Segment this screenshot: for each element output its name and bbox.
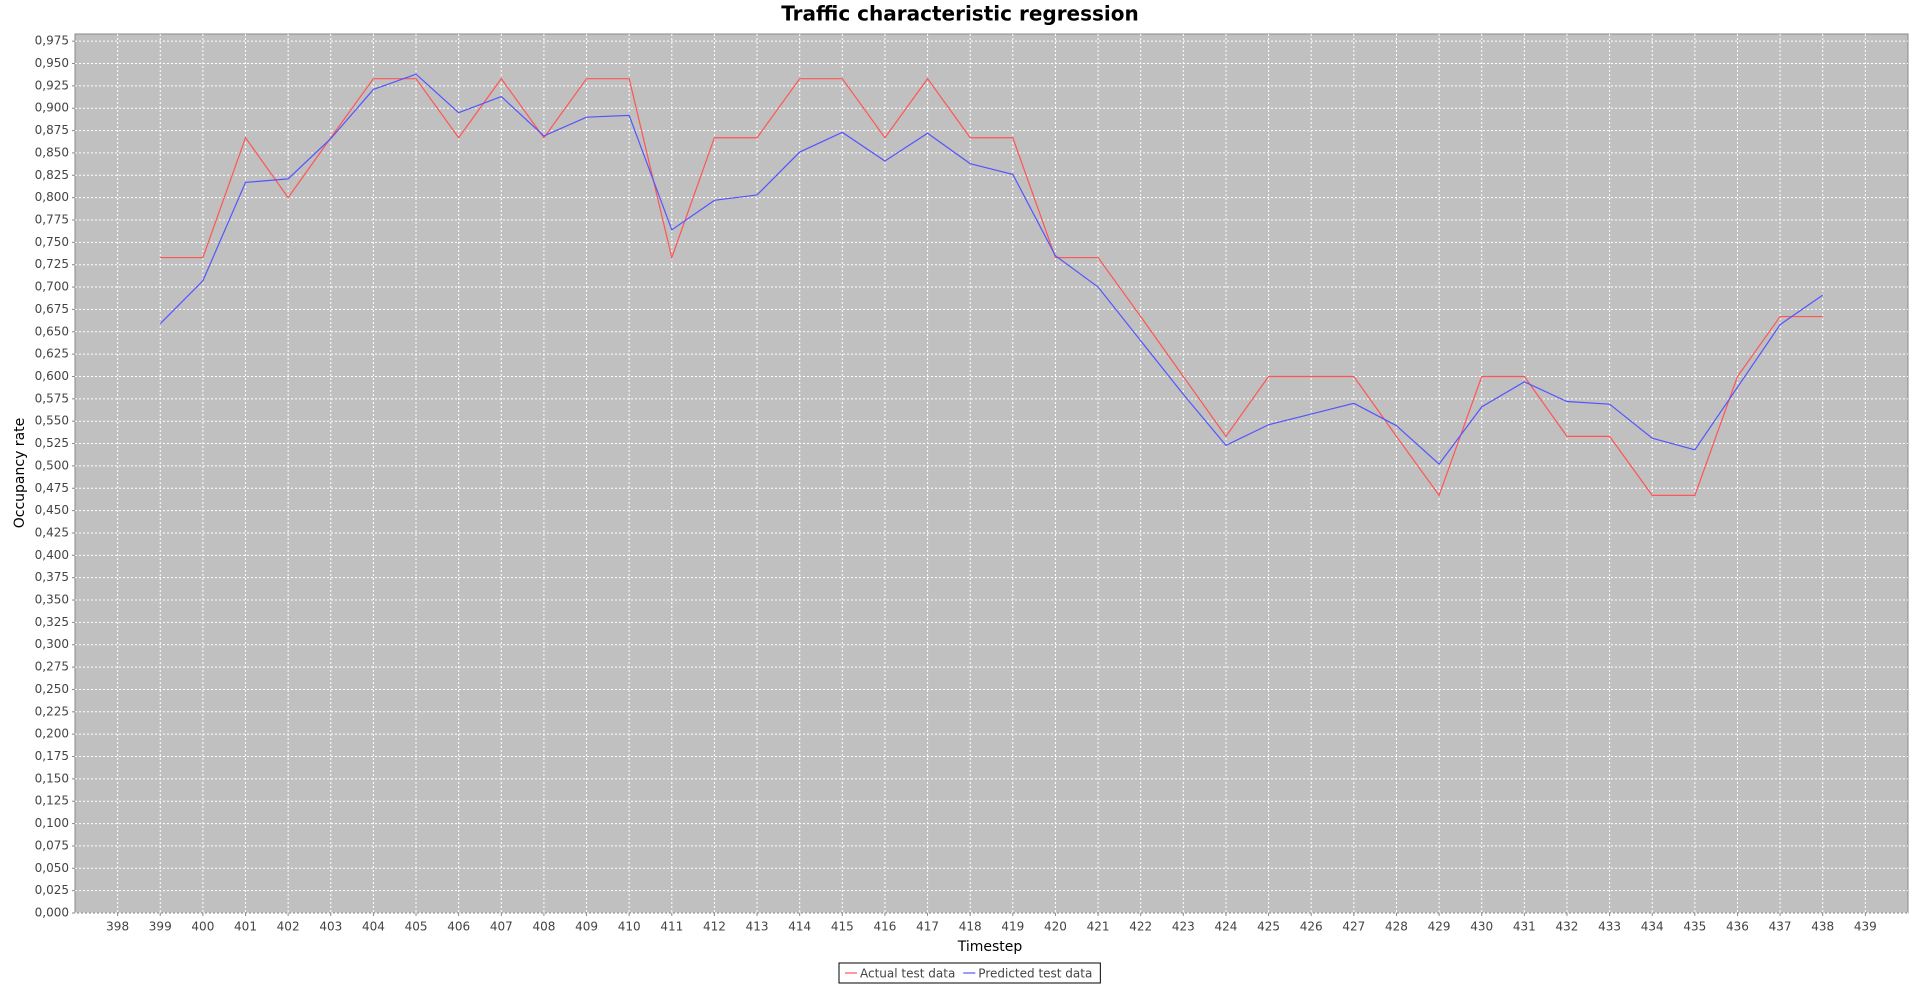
x-tick-label: 411 [660,920,683,934]
x-tick-label: 415 [831,920,854,934]
y-tick-label: 0,875 [35,123,69,137]
y-axis-label: Occupancy rate [12,418,28,529]
y-tick-label: 0,150 [35,771,69,785]
y-tick-label: 0,625 [35,347,69,361]
y-tick-label: 0,350 [35,593,69,607]
x-tick-label: 439 [1854,920,1877,934]
x-tick-label: 405 [405,920,428,934]
data-line [160,77,1823,497]
y-tick-label: 0,100 [35,816,69,830]
y-tick-label: 0,600 [35,369,69,383]
y-tick-label: 0,175 [35,749,69,763]
y-tick-label: 0,900 [35,101,69,115]
y-tick-label: 0,200 [35,727,69,741]
x-tick-label: 401 [234,920,257,934]
x-tick-label: 418 [959,920,982,934]
x-tick-label: 435 [1683,920,1706,934]
x-tick-label: 417 [916,920,939,934]
x-tick-label: 427 [1342,920,1365,934]
x-tick-label: 436 [1726,920,1749,934]
x-tick-label: 403 [319,920,342,934]
x-tick-label: 437 [1769,920,1792,934]
y-tick-label: 0,000 [35,906,69,920]
y-tick-label: 0,075 [35,838,69,852]
y-tick-label: 0,050 [35,861,69,875]
x-tick-label: 410 [618,920,641,934]
x-tick-label: 400 [191,920,214,934]
x-tick-label: 425 [1257,920,1280,934]
y-tick-label: 0,425 [35,525,69,539]
x-tick-label: 413 [746,920,769,934]
y-tick-label: 0,925 [35,78,69,92]
y-tick-label: 0,400 [35,548,69,562]
x-tick-label: 407 [490,920,513,934]
y-tick-label: 0,275 [35,660,69,674]
x-tick-label: 406 [447,920,470,934]
y-tick-label: 0,825 [35,168,69,182]
x-tick-label: 429 [1428,920,1451,934]
x-tick-label: 426 [1300,920,1323,934]
x-axis-label: Timestep [957,939,1023,955]
y-tick-label: 0,850 [35,145,69,159]
plot-area [74,33,1909,914]
y-tick-label: 0,650 [35,324,69,338]
y-tick-label: 0,525 [35,436,69,450]
x-tick-label: 421 [1087,920,1110,934]
legend: Actual test data Predicted test data [838,962,1101,984]
x-tick-label: 438 [1811,920,1834,934]
y-tick-label: 0,475 [35,481,69,495]
y-tick-label: 0,775 [35,212,69,226]
chart-title: Traffic characteristic regression [781,2,1139,26]
x-tick-label: 398 [106,920,129,934]
x-tick-label: 419 [1001,920,1024,934]
y-tick-label: 0,675 [35,302,69,316]
x-tick-label: 422 [1129,920,1152,934]
y-tick-label: 0,250 [35,682,69,696]
x-tick-label: 431 [1513,920,1536,934]
x-tick-label: 428 [1385,920,1408,934]
x-tick-label: 412 [703,920,726,934]
x-tick-label: 414 [788,920,811,934]
y-tick-label: 0,025 [35,883,69,897]
x-tick-label: 408 [532,920,555,934]
x-tick-label: 416 [873,920,896,934]
y-tick-label: 0,125 [35,794,69,808]
y-tick-label: 0,300 [35,637,69,651]
y-tick-label: 0,575 [35,391,69,405]
y-tick-label: 0,375 [35,570,69,584]
x-tick-label: 402 [277,920,300,934]
y-tick-label: 0,800 [35,190,69,204]
data-line [159,73,1824,465]
x-tick-label: 399 [149,920,172,934]
y-tick-label: 0,550 [35,414,69,428]
x-tick-label: 433 [1598,920,1621,934]
y-tick-label: 0,950 [35,56,69,70]
y-tick-label: 0,450 [35,503,69,517]
x-tick-label: 409 [575,920,598,934]
legend-label: Predicted test data [978,967,1092,981]
x-tick-label: 432 [1556,920,1579,934]
y-tick-label: 0,725 [35,257,69,271]
x-tick-label: 404 [362,920,385,934]
x-tick-label: 420 [1044,920,1067,934]
y-tick-label: 0,750 [35,235,69,249]
y-tick-label: 0,500 [35,458,69,472]
x-tick-label: 423 [1172,920,1195,934]
legend-label: Actual test data [860,967,955,981]
x-tick-label: 424 [1215,920,1238,934]
x-tick-label: 434 [1641,920,1664,934]
y-tick-label: 0,975 [35,34,69,48]
y-tick-label: 0,700 [35,280,69,294]
x-tick-label: 430 [1470,920,1493,934]
y-tick-label: 0,225 [35,704,69,718]
y-tick-label: 0,325 [35,615,69,629]
